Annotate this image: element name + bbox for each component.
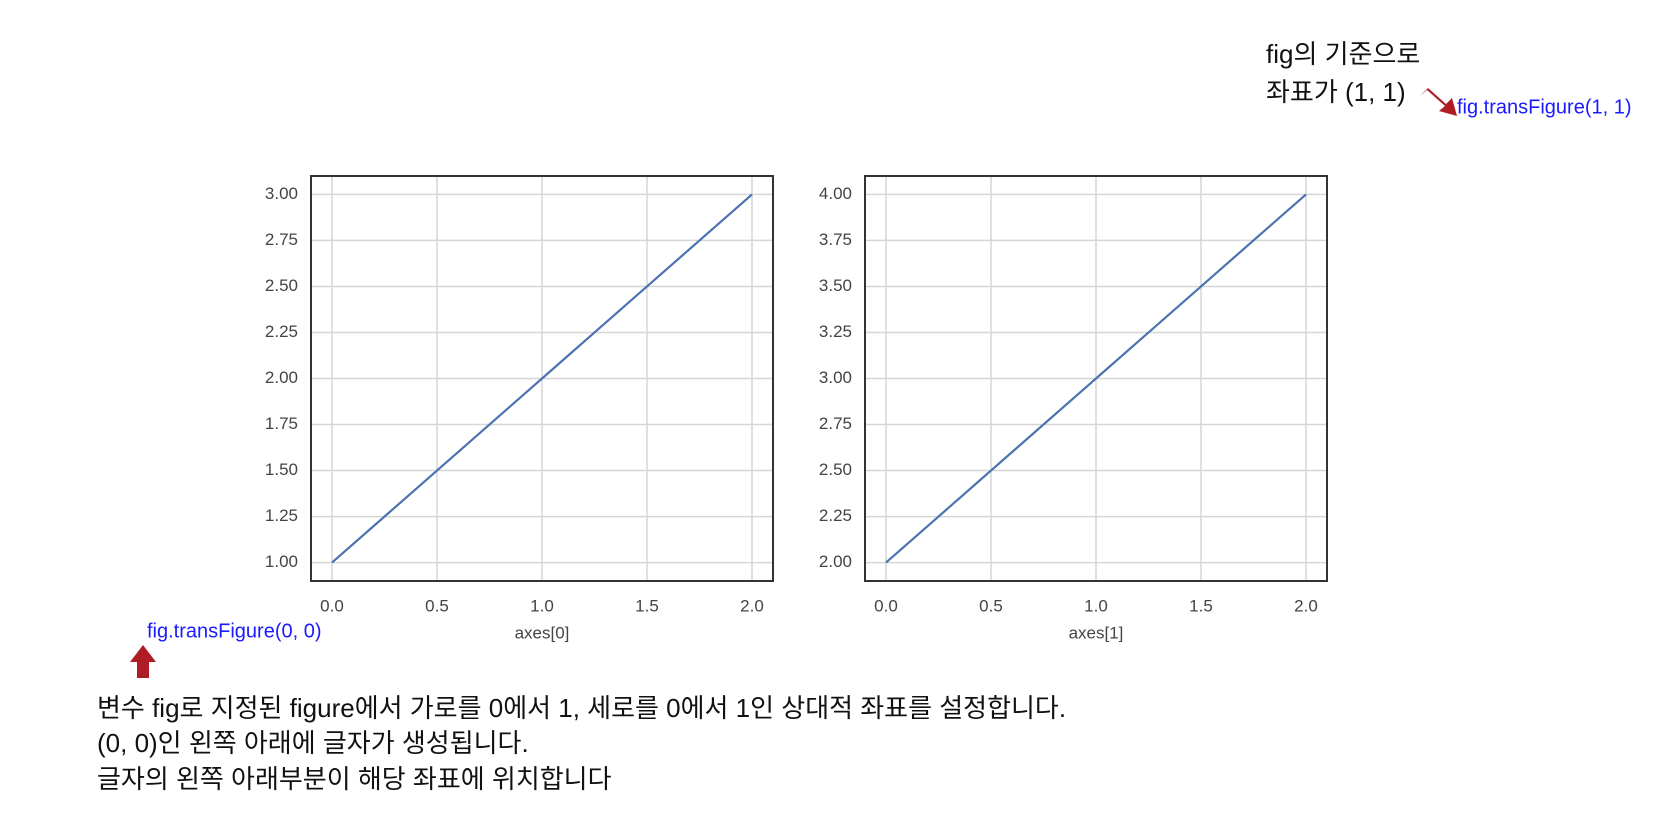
line — [331, 193, 753, 564]
description: (0, 0)인 왼쪽 아래에 글자가 생성됩니다. — [97, 728, 529, 758]
x-tick-label: 1.5 — [1189, 596, 1213, 615]
y-tick-label: 2.00 — [819, 552, 852, 571]
y-tick-label: 3.50 — [819, 276, 852, 295]
x-tick-label: 0.0 — [320, 596, 344, 615]
origin-label: fig.transFigure(0, 0) — [147, 620, 322, 642]
arrow — [130, 645, 156, 678]
y-tick-label: 2.75 — [819, 414, 852, 433]
y-tick-label: 2.00 — [265, 368, 298, 387]
description: 글자의 왼쪽 아래부분이 해당 좌표에 위치합니다 — [97, 764, 612, 794]
axes-frame — [864, 175, 1328, 582]
x-tick-label: 2.0 — [1294, 596, 1318, 615]
y-tick-label: 2.50 — [819, 460, 852, 479]
y-tick-label: 2.25 — [819, 506, 852, 525]
line — [885, 193, 1307, 564]
corner-note: 좌표가 (1, 1) — [1266, 77, 1406, 107]
corner-note: fig의 기준으로 — [1266, 39, 1420, 69]
y-tick-label: 3.00 — [819, 368, 852, 387]
x-axis-label: axes[0] — [515, 623, 570, 642]
y-tick-label: 2.50 — [265, 276, 298, 295]
y-tick-label: 1.50 — [265, 460, 298, 479]
y-tick-label: 2.25 — [265, 322, 298, 341]
x-axis-label: axes[1] — [1069, 623, 1124, 642]
y-tick-label: 1.00 — [265, 552, 298, 571]
y-tick-label: 2.75 — [265, 230, 298, 249]
x-tick-label: 1.5 — [635, 596, 659, 615]
y-tick-label: 1.25 — [265, 506, 298, 525]
x-tick-label: 0.5 — [979, 596, 1003, 615]
y-tick-label: 4.00 — [819, 184, 852, 203]
arrow — [1420, 88, 1457, 116]
x-tick-label: 2.0 — [740, 596, 764, 615]
y-tick-label: 3.75 — [819, 230, 852, 249]
x-tick-label: 0.5 — [425, 596, 449, 615]
x-tick-label: 1.0 — [1084, 596, 1108, 615]
x-tick-label: 0.0 — [874, 596, 898, 615]
y-tick-label: 3.25 — [819, 322, 852, 341]
y-tick-label: 3.00 — [265, 184, 298, 203]
description: 변수 fig로 지정된 figure에서 가로를 0에서 1, 세로를 0에서 … — [97, 693, 1066, 723]
x-tick-label: 1.0 — [530, 596, 554, 615]
corner-label: fig.transFigure(1, 1) — [1457, 96, 1632, 118]
y-tick-label: 1.75 — [265, 414, 298, 433]
axes-frame — [310, 175, 774, 582]
